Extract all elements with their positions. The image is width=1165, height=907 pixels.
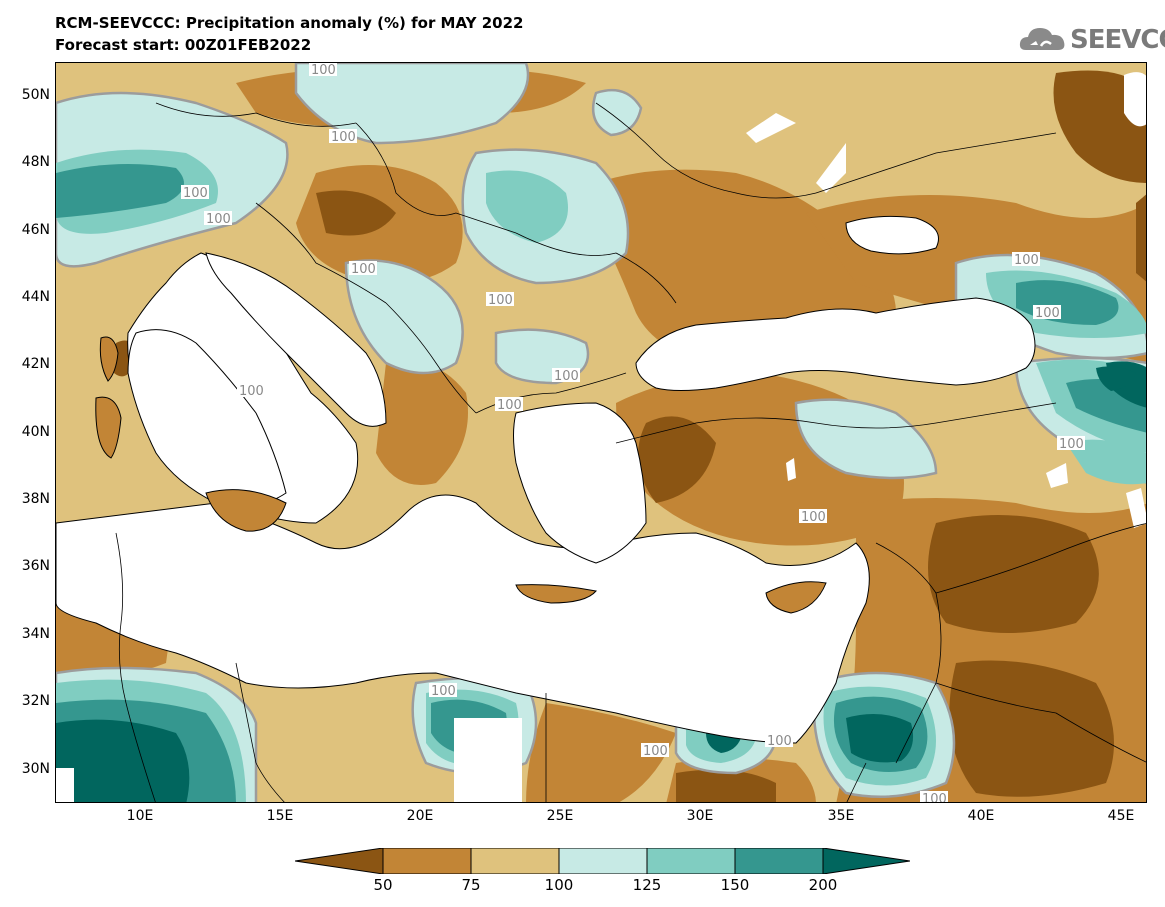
lon-label: 45E	[1107, 808, 1135, 824]
colorbar-tick-label: 125	[632, 876, 662, 894]
lon-label: 35E	[827, 808, 855, 824]
islands	[95, 336, 827, 614]
lat-label: 42N	[21, 356, 50, 372]
map-canvas: 100 100 100 100 100 100 100 100 100 100 …	[56, 63, 1146, 803]
contour-label: 100	[922, 792, 947, 803]
anomaly-below-50-regions	[114, 70, 1146, 802]
contour-label: 100	[183, 186, 208, 201]
colorbar-swatch	[470, 848, 560, 874]
lon-label: 30E	[686, 808, 714, 824]
lat-label: 38N	[21, 491, 50, 507]
contour-label: 100	[801, 510, 826, 525]
anomaly-above-200-regions	[56, 361, 1146, 802]
contour-label: 100	[1014, 253, 1039, 268]
lat-label: 46N	[21, 222, 50, 238]
lat-label: 34N	[21, 626, 50, 642]
lat-label: 44N	[21, 289, 50, 305]
colorbar-tick-label: 100	[544, 876, 574, 894]
lat-label: 32N	[21, 693, 50, 709]
colorbar	[295, 848, 910, 874]
contour-label: 100	[488, 293, 513, 308]
lon-label: 15E	[266, 808, 294, 824]
colorbar-swatch	[382, 848, 472, 874]
anomaly-map: 100 100 100 100 100 100 100 100 100 100 …	[55, 62, 1147, 803]
contour-label: 100	[497, 398, 522, 413]
lon-label: 25E	[546, 808, 574, 824]
lat-label: 50N	[21, 87, 50, 103]
contour-label: 100	[331, 130, 356, 145]
lon-label: 20E	[406, 808, 434, 824]
lat-label: 48N	[21, 154, 50, 170]
contour-label: 100	[1059, 437, 1084, 452]
colorbar-swatch	[646, 848, 736, 874]
colorbar-tick-label: 150	[720, 876, 750, 894]
lon-label: 40E	[967, 808, 995, 824]
colorbar-tick-label: 75	[461, 876, 481, 894]
contour-label: 100	[1035, 306, 1060, 321]
contour-labels: 100 100 100 100 100 100 100 100 100 100 …	[181, 63, 1085, 803]
contour-label: 100	[431, 684, 456, 699]
colorbar-tick-label: 200	[808, 876, 838, 894]
lat-label: 30N	[21, 761, 50, 777]
logo-text: SEEVCCC	[1070, 25, 1165, 55]
colorbar-swatch	[558, 848, 648, 874]
no-data-patches	[56, 113, 1146, 802]
colorbar-swatch	[822, 848, 910, 874]
country-borders	[115, 102, 1146, 802]
forecast-start-subtitle: Forecast start: 00Z01FEB2022	[55, 36, 312, 54]
cloud-icon	[1019, 28, 1065, 50]
contour-label: 100	[767, 734, 792, 749]
lat-label: 36N	[21, 558, 50, 574]
colorbar-swatch	[734, 848, 824, 874]
contour-label: 100	[643, 744, 668, 759]
contour-label: 100	[311, 63, 336, 78]
lat-label: 40N	[21, 424, 50, 440]
contour-label: 100	[351, 262, 376, 277]
contour-label: 100	[206, 212, 231, 227]
colorbar-swatch	[295, 848, 384, 874]
seevccc-logo: SEEVCCC	[1018, 22, 1165, 58]
sea-areas	[56, 72, 1146, 744]
contour-label: 100	[554, 369, 579, 384]
map-title: RCM-SEEVCCC: Precipitation anomaly (%) f…	[55, 14, 524, 32]
colorbar-tick-label: 50	[373, 876, 393, 894]
lon-label: 10E	[126, 808, 154, 824]
contour-label: 100	[239, 384, 264, 399]
